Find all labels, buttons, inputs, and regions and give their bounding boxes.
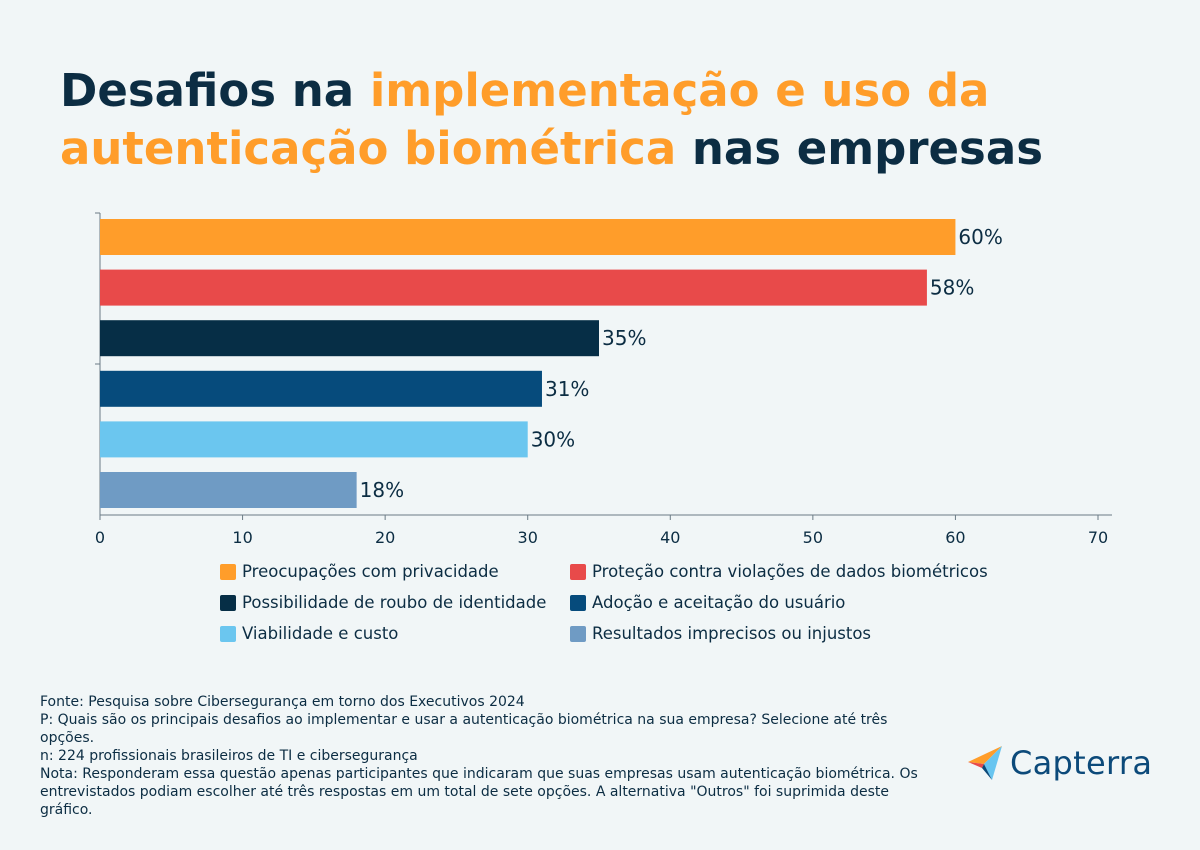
x-tick-label: 60: [945, 528, 965, 547]
bar: [100, 472, 357, 508]
legend-item: Preocupações com privacidade: [220, 562, 570, 581]
legend-label: Possibilidade de roubo de identidade: [242, 593, 547, 612]
legend: Preocupações com privacidade Proteção co…: [220, 562, 1020, 643]
legend-swatch: [220, 563, 236, 580]
legend-label: Resultados imprecisos ou injustos: [592, 624, 872, 643]
question-note: P: Quais são os principais desafios ao i…: [40, 712, 888, 746]
bar-value-label: 60%: [958, 225, 1002, 249]
bar-chart: 60% 58% 35% 31% 30% 18% 0 10 20 30 40 50 60 70: [95, 212, 1112, 547]
bar-value-label: 35%: [602, 326, 646, 350]
bar: [100, 269, 927, 306]
x-tick-label: 0: [95, 528, 105, 547]
bar-value-label: 58%: [930, 276, 974, 300]
x-tick-label: 40: [660, 528, 680, 547]
chart-title: Desafios na implementação e uso da auten…: [60, 62, 1160, 178]
bar-value-label: 30%: [531, 427, 575, 451]
capterra-logo-icon: [968, 746, 1002, 780]
x-tick-label: 30: [518, 528, 538, 547]
legend-swatch: [570, 563, 586, 580]
title-part-3: nas empresas: [676, 122, 1043, 175]
legend-item: Adoção e aceitação do usuário: [570, 593, 1010, 612]
title-highlight: implementação e uso da autenticação biom…: [60, 64, 990, 175]
legend-swatch: [570, 625, 586, 642]
legend-label: Proteção contra violações de dados biomé…: [592, 562, 988, 581]
x-tick-label: 70: [1088, 528, 1108, 547]
capterra-logo: Capterra: [966, 744, 1152, 782]
legend-item: Proteção contra violações de dados biomé…: [570, 562, 1010, 581]
title-part-1: Desafios na: [60, 64, 370, 117]
legend-item: Resultados imprecisos ou injustos: [570, 624, 1010, 643]
bar-value-label: 31%: [545, 377, 589, 401]
brand-name: Capterra: [1010, 744, 1153, 782]
bar: [100, 219, 956, 255]
bar-value-label: 18%: [360, 478, 404, 502]
legend-label: Preocupações com privacidade: [242, 562, 499, 581]
legend-swatch: [570, 594, 586, 611]
x-tick-label: 20: [375, 528, 395, 547]
bar: [100, 421, 528, 458]
footnotes: Fonte: Pesquisa sobre Cibersegurança em …: [40, 693, 920, 819]
x-tick-label: 10: [232, 528, 252, 547]
bar: [100, 370, 542, 407]
legend-swatch: [220, 594, 236, 611]
methodology-note: Nota: Responderam essa questão apenas pa…: [40, 766, 918, 818]
legend-item: Possibilidade de roubo de identidade: [220, 593, 570, 612]
legend-swatch: [220, 625, 236, 642]
legend-label: Adoção e aceitação do usuário: [592, 593, 846, 612]
legend-item: Viabilidade e custo: [220, 624, 570, 643]
sample-note: n: 224 profissionais brasileiros de TI e…: [40, 748, 418, 764]
legend-label: Viabilidade e custo: [242, 624, 399, 643]
source-note: Fonte: Pesquisa sobre Cibersegurança em …: [40, 694, 525, 710]
x-tick-label: 50: [803, 528, 823, 547]
bar: [100, 320, 599, 357]
